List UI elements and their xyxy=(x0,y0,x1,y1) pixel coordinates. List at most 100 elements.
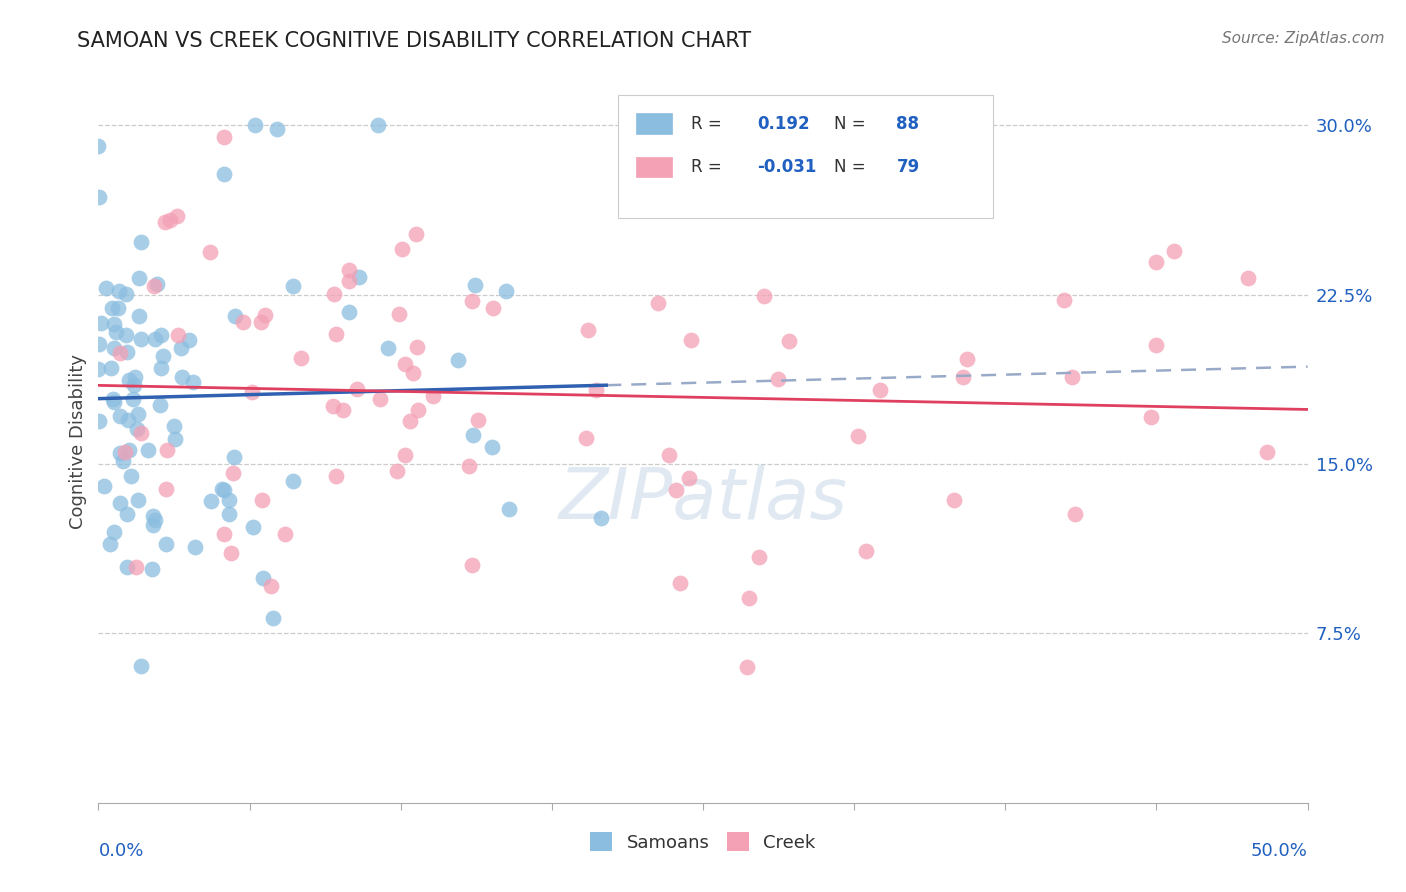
Point xyxy=(377,341,399,355)
Point xyxy=(668,576,690,591)
Point xyxy=(129,235,152,249)
Point xyxy=(124,369,146,384)
Point xyxy=(142,508,165,523)
Text: R =: R = xyxy=(690,158,727,176)
Point xyxy=(111,454,134,468)
Point xyxy=(110,409,132,423)
Point xyxy=(1140,410,1163,425)
Point xyxy=(281,279,304,293)
Point xyxy=(576,322,599,336)
Y-axis label: Cognitive Disability: Cognitive Disability xyxy=(69,354,87,529)
Point xyxy=(461,293,484,308)
Point xyxy=(368,392,391,406)
Point xyxy=(1163,244,1185,259)
Point xyxy=(143,332,166,346)
Text: 0.0%: 0.0% xyxy=(98,842,143,860)
Point xyxy=(125,422,148,436)
Point xyxy=(778,334,800,348)
Point xyxy=(155,482,177,496)
Point xyxy=(337,305,360,319)
Point xyxy=(181,375,204,389)
Point xyxy=(142,517,165,532)
Point xyxy=(405,227,427,241)
Point xyxy=(463,428,485,442)
Point xyxy=(738,591,761,606)
Point xyxy=(93,479,115,493)
Point xyxy=(482,301,505,315)
Point xyxy=(322,287,344,301)
Point xyxy=(136,442,159,457)
Text: N =: N = xyxy=(834,115,870,133)
Point xyxy=(150,360,173,375)
Point xyxy=(281,474,304,488)
Point xyxy=(224,309,246,323)
Text: -0.031: -0.031 xyxy=(758,158,817,176)
Point xyxy=(117,373,139,387)
Point xyxy=(103,395,125,409)
Point xyxy=(658,449,681,463)
Point xyxy=(155,215,177,229)
Point xyxy=(107,284,129,298)
Point xyxy=(125,560,148,574)
Text: 88: 88 xyxy=(897,115,920,133)
Point xyxy=(325,469,347,483)
Point xyxy=(159,213,181,227)
Text: 50.0%: 50.0% xyxy=(1251,842,1308,860)
Point xyxy=(122,377,145,392)
Point xyxy=(101,392,124,406)
Point xyxy=(322,399,344,413)
Point xyxy=(1064,507,1087,521)
Point xyxy=(155,537,177,551)
Point xyxy=(212,527,235,541)
Point xyxy=(1237,271,1260,285)
Point xyxy=(87,139,110,153)
Point xyxy=(177,334,200,348)
Point xyxy=(408,403,430,417)
Point xyxy=(120,468,142,483)
Point xyxy=(242,519,264,533)
Point xyxy=(748,549,770,564)
Point xyxy=(464,278,486,293)
Point xyxy=(218,508,240,522)
FancyBboxPatch shape xyxy=(619,95,993,218)
Point xyxy=(89,414,111,428)
Point xyxy=(108,496,131,510)
Point xyxy=(768,372,790,386)
Point xyxy=(200,493,222,508)
Point xyxy=(129,426,152,441)
Point xyxy=(325,326,347,341)
Point xyxy=(253,308,276,322)
Point xyxy=(127,407,149,421)
Point xyxy=(252,492,274,507)
Point xyxy=(103,317,125,331)
Point xyxy=(1144,255,1167,269)
Point xyxy=(481,441,503,455)
Point xyxy=(290,351,312,366)
Point xyxy=(231,315,253,329)
Point xyxy=(589,511,612,525)
Point xyxy=(585,384,607,398)
Point xyxy=(94,281,117,295)
Point xyxy=(143,513,166,527)
Point xyxy=(952,369,974,384)
Point xyxy=(222,466,245,480)
Point xyxy=(222,450,245,464)
Point xyxy=(166,327,188,342)
Text: R =: R = xyxy=(690,115,727,133)
FancyBboxPatch shape xyxy=(637,156,672,178)
Point xyxy=(869,383,891,397)
Point xyxy=(156,442,179,457)
Point xyxy=(128,271,150,285)
Point xyxy=(447,353,470,368)
Point xyxy=(117,413,139,427)
Point xyxy=(127,493,149,508)
Point xyxy=(942,492,965,507)
Text: SAMOAN VS CREEK COGNITIVE DISABILITY CORRELATION CHART: SAMOAN VS CREEK COGNITIVE DISABILITY COR… xyxy=(77,31,751,51)
Point xyxy=(337,263,360,277)
Point xyxy=(402,366,425,380)
Point xyxy=(218,493,240,508)
Point xyxy=(347,269,370,284)
FancyBboxPatch shape xyxy=(637,113,672,134)
Point xyxy=(100,360,122,375)
Point xyxy=(406,340,429,354)
